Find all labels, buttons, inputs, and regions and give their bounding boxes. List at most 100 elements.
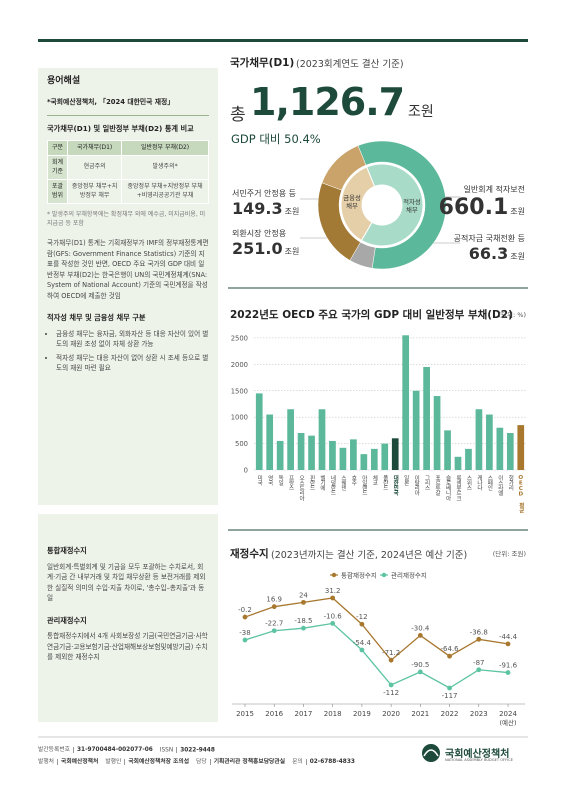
bar: [444, 430, 451, 470]
data-label: -22.7: [265, 620, 283, 628]
x-tick-label: 핀란드: [308, 475, 315, 491]
bar: [454, 456, 462, 470]
bar: [360, 454, 368, 470]
data-point: [476, 636, 482, 642]
total-unit: 조원: [408, 104, 434, 120]
footer-value: 02-6788-4833: [309, 759, 355, 765]
x-tick-label: 슬로베니아: [444, 475, 451, 501]
footer-value: 국회예산정책처장 조의섭: [128, 759, 190, 765]
bar: [496, 427, 504, 470]
x-tick-label: 스웨덴: [339, 475, 346, 491]
x-tick-label: 미국: [256, 475, 263, 486]
data-point: [417, 669, 423, 675]
data-label: 31.2: [325, 587, 341, 595]
data-label: -30.4: [411, 624, 430, 632]
x-tick-note: (예산): [499, 718, 516, 727]
table-cell: 중앙정부 채무+지방정부 채무: [67, 179, 123, 204]
x-tick-label: 이탈리아: [413, 475, 420, 496]
x-tick-label: 포르투갈: [434, 475, 441, 496]
data-label: -36.8: [470, 628, 488, 636]
bullet: 금융성 채무는 융자금, 외화자산 등 대응 자산이 있어 별도의 재원 조성 …: [56, 329, 209, 350]
x-tick-label: 2017: [295, 710, 313, 718]
table-title: 국가채무(D1) 및 일반정부 부채(D2) 통계 비교: [47, 124, 194, 133]
data-label: -18.5: [294, 617, 312, 625]
legend-swatch: [381, 572, 387, 578]
data-label: -87: [473, 659, 484, 667]
section-title: 관리재정수지: [47, 615, 87, 625]
bar: [486, 414, 493, 470]
x-tick-label: 헝가리: [507, 475, 514, 491]
slice-value: 251.0: [232, 239, 283, 258]
slice-name: 공적자금 국채전환 등: [453, 234, 525, 243]
table-header: 구분: [46, 139, 69, 156]
data-point: [447, 653, 452, 659]
bar: [381, 443, 389, 470]
data-point: [505, 641, 511, 647]
group-label: 금융성 채무: [343, 193, 361, 210]
bar: [255, 393, 263, 470]
data-point: [330, 620, 336, 626]
total-value: 1,126.7: [250, 80, 405, 124]
slice-unit: 조원: [510, 252, 525, 261]
data-point: [359, 621, 365, 627]
bar: [423, 366, 430, 470]
logo-mark: [423, 749, 439, 757]
data-label: -117: [442, 692, 458, 700]
data-label: -0.2: [238, 606, 252, 614]
footer-item: 발행인 국회예산정책처장 조의섭: [105, 756, 189, 765]
x-tick-label: 2023: [470, 710, 488, 718]
ratio: GDP 대비 50.4%: [231, 132, 321, 146]
legend-label: 통합재정수지: [341, 571, 377, 580]
data-label: -44.4: [499, 633, 518, 641]
slice-value-row: 251.0 조원: [232, 239, 299, 258]
group-slice: [340, 166, 376, 242]
series-line: [244, 597, 509, 662]
group-slice: [360, 163, 424, 247]
chart-subtitle: (2023년까지는 결산 기준, 2024년은 예산 기준): [271, 550, 468, 561]
data-label: -91.6: [499, 662, 518, 670]
bar: [266, 414, 274, 470]
table-cell: 회계기준: [46, 155, 69, 180]
bar: [370, 448, 378, 470]
data-label: -10.6: [324, 612, 343, 620]
glossary-header: 용어해설: [47, 76, 81, 86]
y-tick-label: 0: [244, 467, 248, 475]
footnote: * 발생주의 부채항목에는 확정채무 외에 예수금, 미지급비용, 미지급금 등…: [47, 211, 206, 227]
bar: [350, 439, 357, 470]
data-label: 16.9: [266, 596, 282, 604]
x-tick-label: 호주: [350, 475, 357, 486]
section-text: 일반회계·특별회계 및 기금을 모두 포괄하는 수치로서, 회계·기금 간 내부…: [47, 562, 206, 603]
x-tick-label: 일본: [402, 475, 409, 486]
footer-item: 문의 02-6788-4833: [292, 756, 355, 765]
unit-note: (단위: %): [498, 311, 526, 319]
x-tick-label: 네덜란드: [329, 475, 336, 496]
section-title: 적자성 채무 및 금융성 채무 구분: [47, 313, 146, 322]
logo-en: NATIONAL ASSEMBLY BUDGET OFFICE: [445, 758, 514, 762]
footer-row: 발행처 국회예산정책처 발행인 국회예산정책처장 조의섭 담당 기획관리관 정책홍보담당관…: [38, 756, 362, 765]
slice-unit: 조원: [510, 207, 525, 216]
data-label: -64.6: [440, 645, 459, 653]
chart-title: 재정수지: [230, 548, 269, 560]
total-prefix: 총: [230, 105, 246, 125]
slice-value-row: 66.3 조원: [469, 244, 525, 263]
unit-note: (단위: 조원): [492, 550, 526, 558]
table-header: 국가채무(D1): [67, 139, 123, 156]
data-point: [242, 637, 248, 643]
slice-value: 149.3: [232, 199, 283, 218]
separator: [176, 746, 178, 753]
data-point: [301, 599, 306, 605]
bar: [318, 409, 326, 470]
comparison-table: 구분 국가채무(D1) 일반정부 부채(D2) 회계기준 현금주의 발생주의* …: [46, 139, 209, 204]
bar: [465, 448, 472, 470]
data-point: [301, 625, 306, 631]
section-text: 통합재정수지에서 4개 사회보장성 기금(국민연금기금·사학연금기금·고용보험기…: [47, 632, 208, 661]
x-tick-label: 2024: [499, 710, 517, 718]
data-point: [388, 657, 394, 663]
slice-name: 일반회계 적자보전: [463, 185, 525, 194]
x-tick-label: OECD 평균: [517, 475, 524, 513]
data-point: [417, 633, 423, 638]
slice-unit: 조원: [284, 207, 300, 216]
legend-swatch: [331, 572, 337, 578]
bar: [517, 425, 525, 470]
